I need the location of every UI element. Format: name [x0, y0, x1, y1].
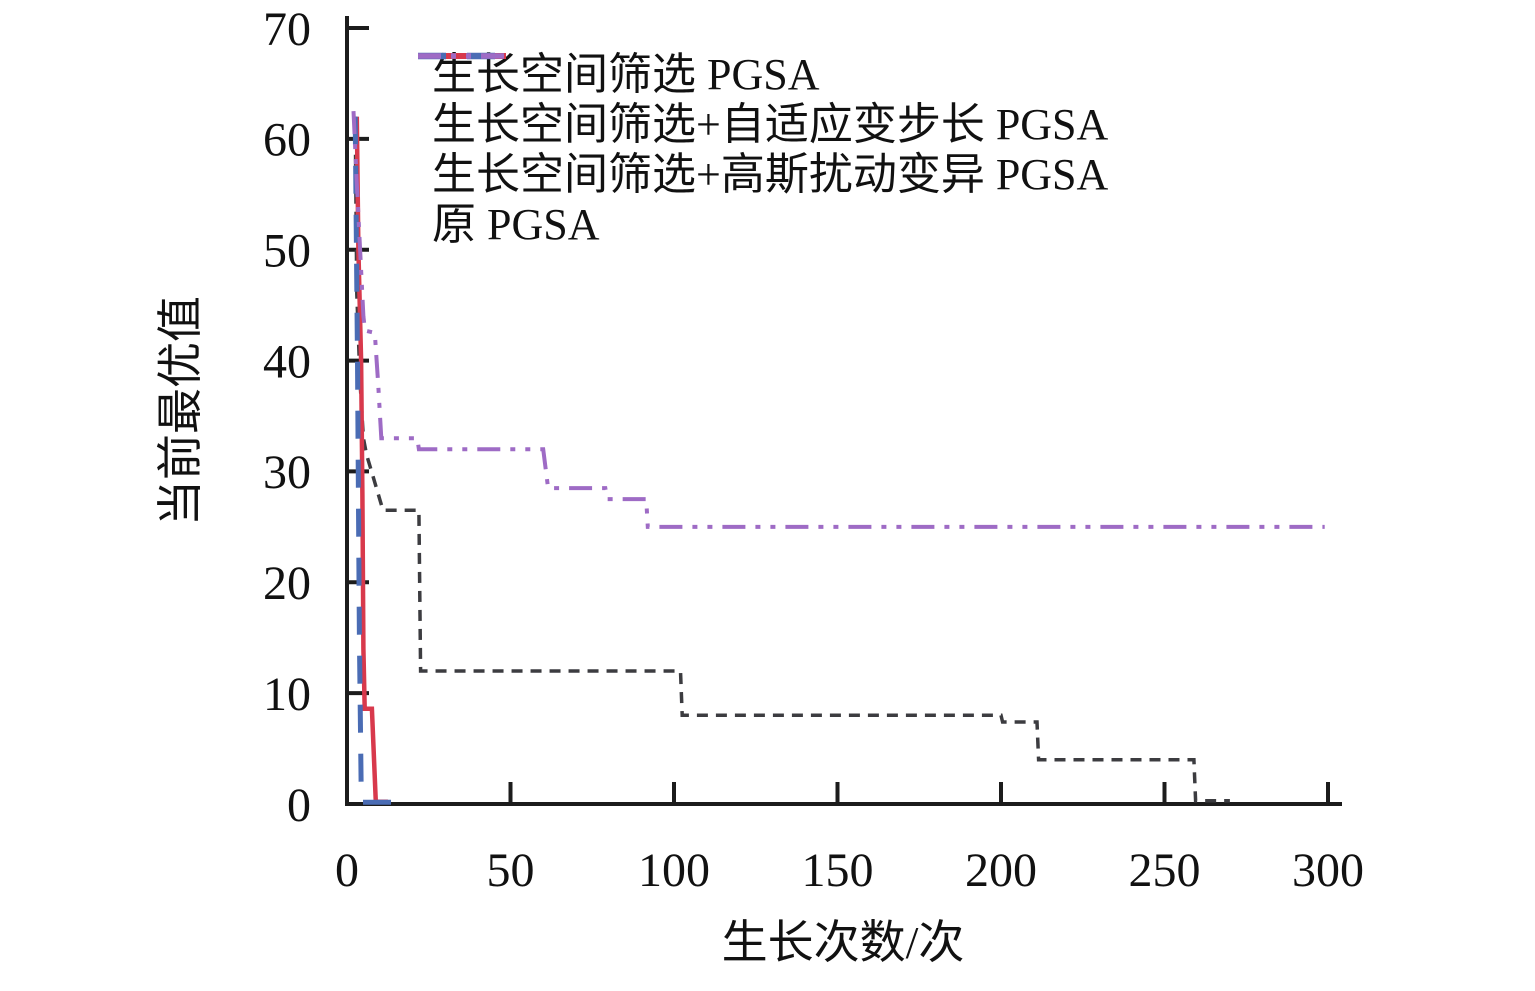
y-tick-label: 30: [263, 446, 311, 499]
series-line-0: [353, 116, 1230, 803]
tick-label-layer: 0 10 20 30 40 50 60 70 0 50 100 150 200 250 300: [263, 3, 1364, 897]
series-line-1: [354, 116, 388, 805]
legend: 生长空间筛选 PGSA 生长空间筛选+自适应变步长 PGSA 生长空间筛选+高斯…: [418, 50, 1108, 250]
y-tick-label: 50: [263, 225, 311, 278]
x-tick-label: 50: [487, 844, 535, 897]
y-tick-label: 70: [263, 3, 311, 56]
x-tick-label: 300: [1292, 844, 1364, 897]
legend-label: 原 PGSA: [432, 200, 600, 249]
series-line-2: [352, 116, 406, 805]
x-tick-label: 250: [1129, 844, 1201, 897]
x-tick-label: 100: [638, 844, 710, 897]
x-tick-label: 150: [802, 844, 874, 897]
y-axis-title: 当前最优值: [155, 296, 206, 526]
legend-item-screened-pgsa: 生长空间筛选 PGSA: [418, 50, 1108, 100]
y-tick-label: 60: [263, 114, 311, 167]
series-layer: [351, 111, 1325, 805]
axes-layer: [345, 16, 1342, 806]
legend-item-adaptive-step-pgsa: 生长空间筛选+自适应变步长 PGSA: [418, 53, 1109, 150]
y-tick-label: 0: [287, 779, 311, 832]
legend-label: 生长空间筛选+自适应变步长 PGSA: [432, 100, 1109, 149]
y-tick-label: 10: [263, 668, 311, 721]
legend-item-original-pgsa: 原 PGSA: [418, 53, 1108, 250]
x-tick-label: 200: [965, 844, 1037, 897]
legend-label: 生长空间筛选+高斯扰动变异 PGSA: [432, 150, 1109, 199]
legend-item-gaussian-mutation-pgsa: 生长空间筛选+高斯扰动变异 PGSA: [418, 52, 1109, 200]
x-tick-label: 0: [335, 844, 359, 897]
legend-label: 生长空间筛选 PGSA: [432, 50, 820, 99]
y-tick-label: 20: [263, 557, 311, 610]
y-tick-label: 40: [263, 335, 311, 388]
legend-line-sample-dashdot-purple: [418, 53, 506, 59]
x-axis-title: 生长次数/次: [722, 917, 965, 968]
